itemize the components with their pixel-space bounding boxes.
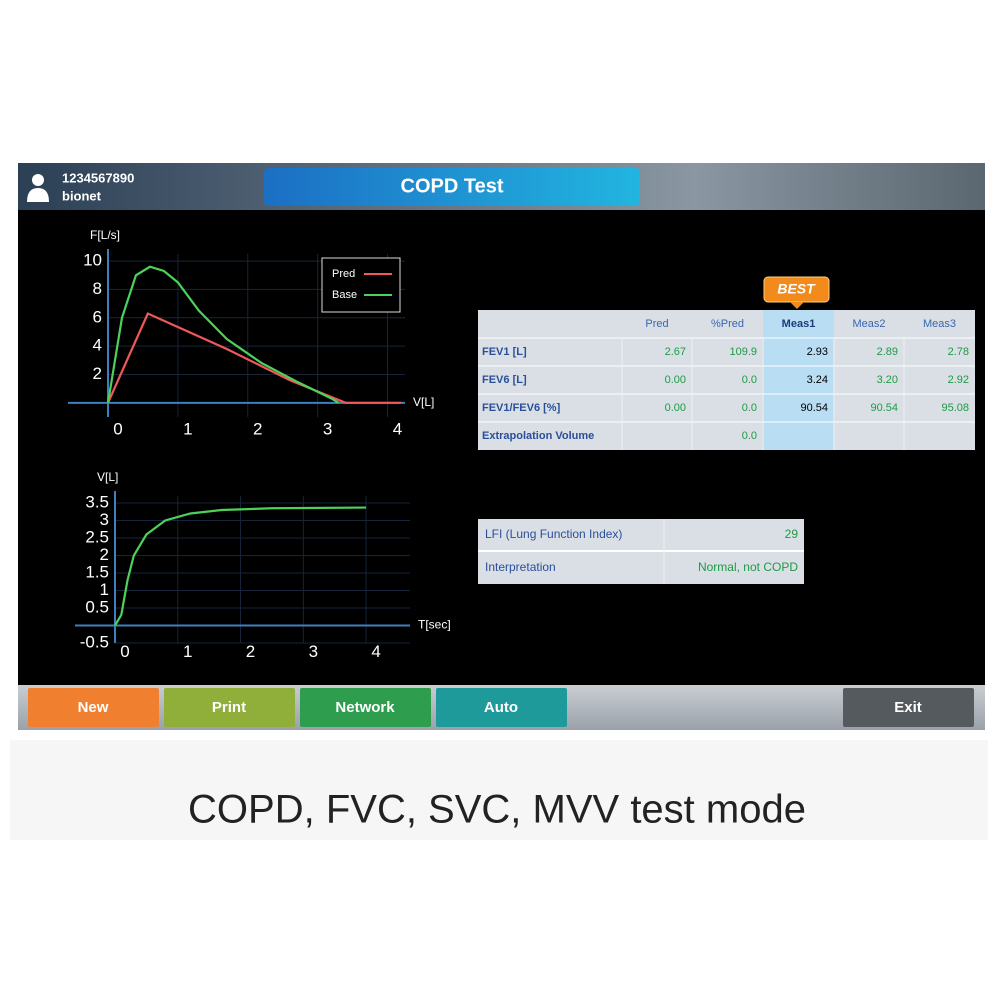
title-box (264, 168, 640, 206)
x-tick-label: 3 (309, 642, 318, 661)
cell-value: 2.67 (665, 346, 686, 358)
y-tick-label: 2.5 (85, 527, 109, 546)
x-tick-label: 0 (120, 642, 129, 661)
line-series (106, 312, 402, 404)
button[interactable] (300, 688, 431, 727)
x-tick-label: 3 (323, 419, 332, 438)
y-tick-label: 8 (93, 279, 102, 298)
y-tick-label: 3 (100, 510, 109, 529)
y-tick-label: 2 (100, 545, 109, 564)
y-tick-label: 2 (93, 364, 102, 383)
row-label: FEV1 [L] (482, 346, 527, 358)
column-header: Pred (645, 318, 668, 330)
y-tick-label: 6 (93, 307, 102, 326)
cell-value: 90.54 (800, 402, 828, 414)
x-tick-label: 1 (183, 642, 192, 661)
cell-value: 0.00 (665, 402, 686, 414)
button-label[interactable]: Exit (894, 699, 922, 716)
cell-value: 90.54 (870, 402, 898, 414)
best-column (763, 310, 834, 450)
cell-value: 2.92 (948, 374, 969, 386)
user-icon (27, 174, 49, 202)
patient-id: 1234567890 (62, 170, 134, 185)
x-tick-label: 1 (183, 419, 192, 438)
content: 0 1 2 3 4 2 4 6 8 10 V[L] F[L/s] Pred Base 0 1 2 3 4 -0.5 0.… (28, 228, 975, 727)
y-tick-label: 10 (83, 251, 102, 270)
button[interactable] (436, 688, 567, 727)
user-name: bionet (62, 188, 102, 203)
lfi-value: Normal, not COPD (698, 560, 798, 574)
x-axis-label: V[L] (413, 395, 434, 409)
x-tick-label: 0 (113, 419, 122, 438)
x-tick-label: 2 (253, 419, 262, 438)
y-axis-label: F[L/s] (90, 228, 120, 242)
x-tick-label: 2 (246, 642, 255, 661)
column-header: Meas3 (923, 318, 956, 330)
y-tick-label: 0.5 (85, 597, 109, 616)
cell-value: 0.00 (665, 374, 686, 386)
cell-value: 0.0 (742, 402, 757, 414)
cell-value: 0.0 (742, 430, 757, 442)
y-tick-label: -0.5 (80, 632, 109, 651)
x-tick-label: 4 (371, 642, 380, 661)
button-label[interactable]: New (78, 699, 109, 716)
legend-label: Base (332, 289, 357, 301)
y-axis-label: V[L] (97, 470, 118, 484)
row-label: Extrapolation Volume (482, 430, 594, 442)
line-series (114, 506, 367, 627)
cell-value: 109.9 (729, 346, 757, 358)
x-axis-label: T[sec] (418, 618, 451, 632)
button-label[interactable]: Network (335, 699, 395, 716)
caption-band (10, 740, 988, 840)
caption: COPD, FVC, SVC, MVV test mode (188, 788, 806, 832)
y-tick-label: 3.5 (85, 492, 109, 511)
y-tick-label: 4 (93, 336, 102, 355)
button[interactable] (28, 688, 159, 727)
cell-value: 0.0 (742, 374, 757, 386)
cell-value: 2.93 (807, 346, 828, 358)
lfi-value: 29 (785, 527, 799, 541)
screen-title: COPD Test (401, 175, 504, 197)
button-label[interactable]: Auto (484, 699, 518, 716)
button[interactable] (164, 688, 295, 727)
column-header: %Pred (711, 318, 744, 330)
table-bg (478, 310, 975, 450)
row-label: FEV1/FEV6 [%] (482, 402, 561, 414)
lfi-label: LFI (Lung Function Index) (485, 527, 622, 541)
row-label: FEV6 [L] (482, 374, 527, 386)
badge-label: BEST (777, 281, 816, 297)
line-series (106, 265, 340, 404)
button[interactable] (843, 688, 974, 727)
x-tick-label: 4 (393, 419, 402, 438)
cell-value: 95.08 (941, 402, 969, 414)
button-label[interactable]: Print (212, 699, 246, 716)
badge-arrow (790, 302, 804, 309)
cell-value: 3.24 (807, 374, 828, 386)
legend-label: Pred (332, 268, 355, 280)
y-tick-label: 1.5 (85, 562, 109, 581)
legend-box (321, 257, 401, 313)
cell-value: 2.89 (877, 346, 898, 358)
column-header: Meas2 (852, 318, 885, 330)
cell-value: 3.20 (877, 374, 898, 386)
column-header: Meas1 (782, 318, 816, 330)
y-tick-label: 1 (100, 580, 109, 599)
lfi-label: Interpretation (485, 560, 556, 574)
cell-value: 2.78 (948, 346, 969, 358)
